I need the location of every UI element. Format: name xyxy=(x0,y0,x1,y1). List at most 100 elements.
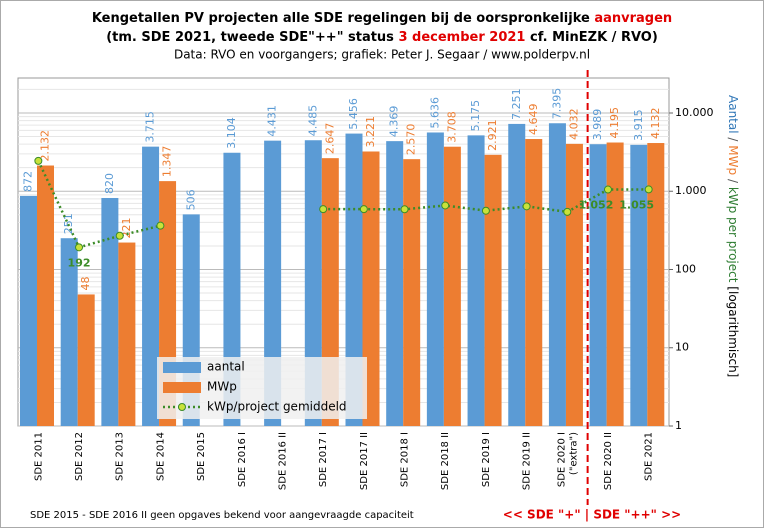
data-label: 3.708 xyxy=(445,111,458,143)
data-label: 7.395 xyxy=(550,88,563,120)
bar xyxy=(484,154,502,426)
subtitle-part: 3 december 2021 xyxy=(398,30,525,45)
x-tick-label: SDE 2015 xyxy=(196,432,207,481)
line-marker xyxy=(156,221,165,230)
data-label: 872 xyxy=(22,171,35,192)
data-label: 4.485 xyxy=(306,105,319,137)
line xyxy=(37,160,649,249)
bar xyxy=(548,123,566,427)
legend-label: aantal xyxy=(207,360,245,374)
x-tick-label-line: SDE 2020 I xyxy=(556,432,567,487)
line-marker xyxy=(563,207,572,216)
data-label: 2.647 xyxy=(323,123,336,155)
x-tick-label: SDE 2017 I xyxy=(318,432,329,487)
line-marker xyxy=(603,185,612,194)
x-tick-label: SDE 2016 II xyxy=(277,432,288,490)
legend-label: kWp/project gemiddeld xyxy=(207,400,347,414)
y-title-part: MWp xyxy=(727,145,741,175)
chart-subtitle: (tm. SDE 2021, tweede SDE"++" status 3 d… xyxy=(106,30,658,45)
bar xyxy=(403,159,421,426)
data-label: 2.570 xyxy=(405,124,418,156)
x-tick-label: SDE 2021 xyxy=(644,432,655,481)
line-marker xyxy=(359,205,368,214)
footnote: SDE 2015 - SDE 2016 II geen opgaves beke… xyxy=(30,510,414,521)
x-tick-label: SDE 2012 xyxy=(74,432,85,481)
legend-swatch xyxy=(163,362,201,373)
subtitle-part: cf. MinEZK / RVO) xyxy=(530,30,658,45)
x-tick-label: SDE 2020 II xyxy=(603,432,614,490)
line-marker xyxy=(34,156,43,165)
data-label: 4.649 xyxy=(527,104,540,136)
title-part: aanvragen xyxy=(594,11,672,26)
x-tick-label: SDE 2019 II xyxy=(522,432,533,490)
data-label: 7.251 xyxy=(510,88,523,120)
x-tick-label: SDE 2016 I xyxy=(237,432,248,487)
x-tick-label: SDE 2018 II xyxy=(440,432,451,490)
y-tick-label: 100 xyxy=(675,262,696,275)
legend-label: MWp xyxy=(207,380,237,394)
data-label: 4.369 xyxy=(388,106,401,138)
bar xyxy=(345,133,363,426)
data-label: 2.921 xyxy=(486,119,499,151)
data-label: 192 xyxy=(68,256,91,269)
data-label: 3.221 xyxy=(364,116,377,148)
divider-label: << SDE "+" | SDE "++" >> xyxy=(503,508,681,522)
bar xyxy=(565,143,583,427)
line-marker xyxy=(441,201,450,210)
line-marker xyxy=(400,205,409,214)
legend-swatch xyxy=(163,382,201,393)
data-label: 251 xyxy=(62,213,75,234)
data-label: 48 xyxy=(79,276,92,290)
bar xyxy=(101,197,119,426)
data-label: 4.431 xyxy=(266,105,279,137)
bar xyxy=(20,195,37,426)
y-axis-title: Aantal / MWp / kWp per project [logarith… xyxy=(727,95,741,377)
data-label: 4.132 xyxy=(649,108,662,140)
line-marker xyxy=(319,205,328,214)
x-tick-label: SDE 2018 I xyxy=(400,432,411,487)
data-label: 1.055 xyxy=(619,198,654,211)
y-tick-label: 10.000 xyxy=(675,106,714,119)
x-tick-label: SDE 2011 xyxy=(33,432,44,481)
y-tick-label: 1 xyxy=(675,419,682,432)
y-title-part: / xyxy=(727,179,741,184)
bar xyxy=(60,238,78,426)
bar xyxy=(386,141,404,426)
data-label: 221 xyxy=(120,218,133,239)
data-label: 506 xyxy=(184,189,197,210)
x-tick-label: SDE 2017 II xyxy=(359,432,370,490)
x-tick-label-line: ("extra") xyxy=(568,432,579,475)
data-label: 5.456 xyxy=(347,98,360,130)
y-title-part: Aantal xyxy=(727,95,741,134)
bar xyxy=(77,294,95,426)
bar xyxy=(37,165,54,426)
title-part: Kengetallen PV projecten alle SDE regeli… xyxy=(92,11,590,26)
bar xyxy=(508,123,526,426)
y-title-part: kWp per project xyxy=(727,187,741,283)
line-marker xyxy=(481,206,490,215)
x-tick-label: SDE 2020 I("extra") xyxy=(556,432,579,487)
bar xyxy=(606,142,624,426)
data-label: 3.915 xyxy=(632,109,645,141)
y-title-part: / xyxy=(727,137,741,142)
bar xyxy=(264,140,282,426)
bar xyxy=(142,146,160,426)
data-label: 3.989 xyxy=(591,109,604,141)
source: Data: RVO en voorgangers; grafiek: Peter… xyxy=(174,48,590,62)
data-label: 4.032 xyxy=(567,108,580,140)
bar xyxy=(304,140,322,427)
data-label: 3.715 xyxy=(144,111,157,143)
bar xyxy=(443,146,461,426)
x-tick-label: SDE 2019 I xyxy=(481,432,492,487)
line-marker xyxy=(522,202,531,211)
data-label: 4.195 xyxy=(608,107,621,139)
bar xyxy=(118,242,136,426)
line-marker xyxy=(75,243,84,252)
bar xyxy=(630,144,648,426)
y-tick-label: 10 xyxy=(675,341,689,354)
data-label: 5.636 xyxy=(428,97,441,129)
bar xyxy=(525,139,543,426)
y-title-part: [logarithmisch] xyxy=(727,286,741,377)
data-label: 1.347 xyxy=(161,146,174,178)
